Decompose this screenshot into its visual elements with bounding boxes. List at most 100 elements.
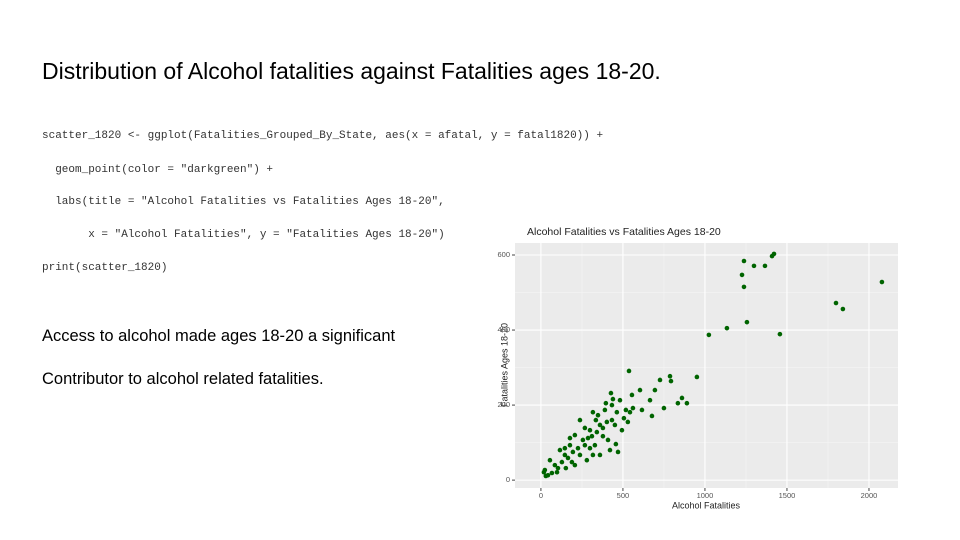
point: [572, 462, 578, 468]
point: [608, 390, 614, 396]
point: [614, 409, 620, 415]
point: [603, 400, 609, 406]
point: [626, 368, 632, 374]
heading: Distribution of Alcohol fatalities again…: [42, 58, 661, 84]
point: [590, 452, 596, 458]
point: [602, 407, 608, 413]
point: [580, 437, 586, 443]
point: [582, 425, 588, 431]
point: [547, 457, 553, 463]
point: [569, 459, 575, 465]
point: [575, 445, 581, 451]
point: [612, 422, 618, 428]
point: [741, 258, 747, 264]
point: [605, 437, 611, 443]
point: [592, 442, 598, 448]
point: [694, 374, 700, 380]
point: [565, 455, 571, 461]
point: [593, 417, 599, 423]
point: [600, 425, 606, 431]
code-line: scatter_1820 <- ggplot(Fatalities_Groupe…: [42, 130, 604, 142]
point: [630, 405, 636, 411]
point: [597, 422, 603, 428]
point: [777, 331, 783, 337]
point: [621, 415, 627, 421]
point: [585, 435, 591, 441]
point: [724, 325, 730, 331]
point: [617, 397, 623, 403]
point: [741, 284, 747, 290]
point: [555, 465, 561, 471]
x-tick-label: 1500: [779, 491, 796, 500]
y-tick-label: 0: [506, 475, 510, 484]
point: [667, 373, 673, 379]
point: [639, 407, 645, 413]
point: [744, 319, 750, 325]
point: [647, 397, 653, 403]
point: [679, 395, 685, 401]
point: [594, 429, 600, 435]
point: [615, 449, 621, 455]
x-tick-label: 1000: [697, 491, 714, 500]
y-tick-label: 400: [497, 325, 510, 334]
point: [549, 470, 555, 476]
point: [587, 445, 593, 451]
point: [637, 387, 643, 393]
point: [649, 413, 655, 419]
point: [619, 427, 625, 433]
point: [751, 263, 757, 269]
point: [562, 452, 568, 458]
point: [625, 419, 631, 425]
point: [570, 449, 576, 455]
point: [613, 441, 619, 447]
point: [554, 469, 560, 475]
point: [610, 396, 616, 402]
point: [675, 400, 681, 406]
point: [706, 332, 712, 338]
point: [762, 263, 768, 269]
x-tick-label: 500: [617, 491, 630, 500]
point: [590, 409, 596, 415]
point: [567, 435, 573, 441]
point: [623, 407, 629, 413]
point: [604, 419, 610, 425]
point: [771, 251, 777, 257]
point: [572, 432, 578, 438]
x-tick-label: 0: [539, 491, 543, 500]
point: [600, 433, 606, 439]
point: [587, 427, 593, 433]
code-line: geom_point(color = "darkgreen") +: [42, 164, 274, 176]
point: [577, 452, 583, 458]
chart-title: Alcohol Fatalities vs Fatalities Ages 18…: [527, 226, 721, 238]
point: [657, 377, 663, 383]
point: [607, 447, 613, 453]
point: [597, 452, 603, 458]
point: [552, 462, 558, 468]
x-tick-label: 2000: [861, 491, 878, 500]
point: [629, 392, 635, 398]
y-tick-label: 600: [497, 250, 510, 259]
point: [879, 279, 885, 285]
code-line: print(scatter_1820): [42, 262, 168, 274]
point: [609, 402, 615, 408]
point: [739, 272, 745, 278]
point: [557, 447, 563, 453]
x-axis-label: Alcohol Fatalities: [672, 500, 741, 510]
point: [595, 412, 601, 418]
point: [563, 465, 569, 471]
point: [541, 469, 547, 475]
point: [582, 442, 588, 448]
point: [609, 417, 615, 423]
y-axis-label: Fatalities Ages 18-20: [499, 323, 509, 407]
point: [543, 473, 549, 479]
point: [577, 417, 583, 423]
point: [840, 306, 846, 312]
point: [833, 300, 839, 306]
point: [584, 457, 590, 463]
point: [627, 409, 633, 415]
code-line: labs(title = "Alcohol Fatalities vs Fata…: [42, 196, 445, 208]
point: [559, 459, 565, 465]
point: [668, 378, 674, 384]
